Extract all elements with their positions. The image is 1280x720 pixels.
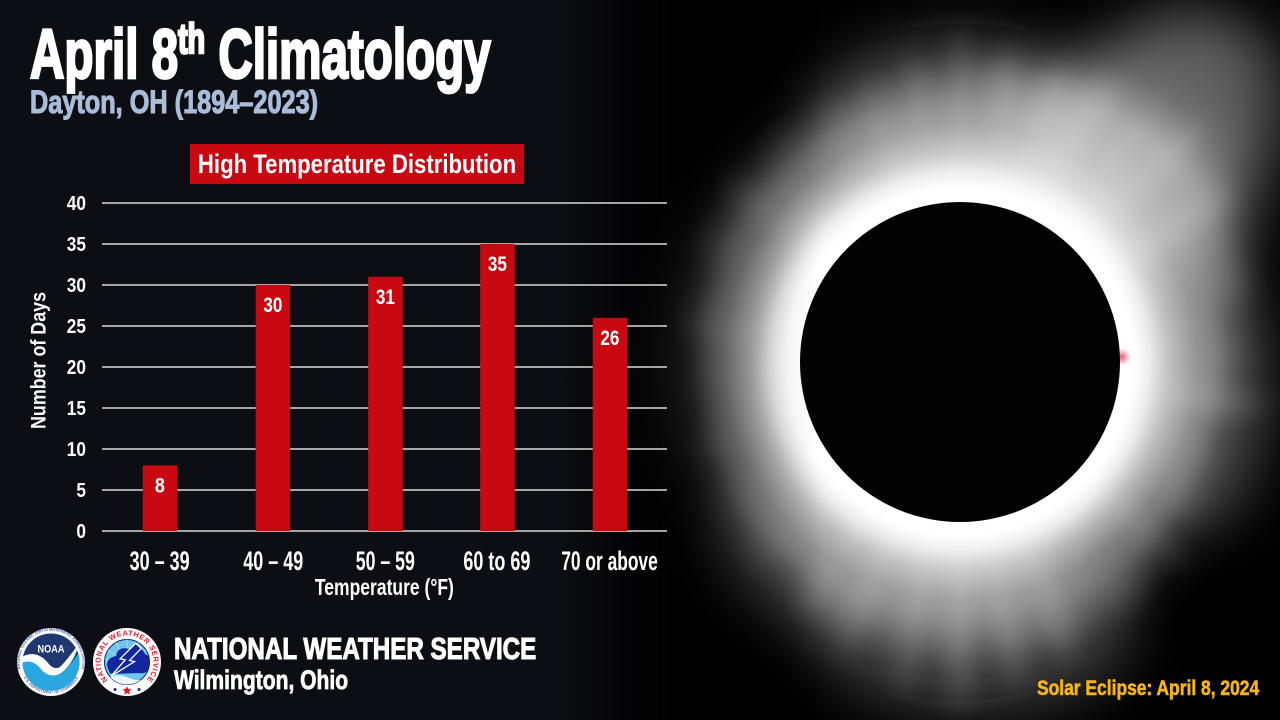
svg-text:50 – 59: 50 – 59 [356, 546, 415, 576]
svg-text:40: 40 [67, 192, 86, 215]
svg-text:30: 30 [263, 294, 282, 317]
svg-text:0: 0 [76, 520, 86, 543]
svg-text:35: 35 [67, 233, 86, 256]
svg-text:10: 10 [67, 438, 86, 461]
svg-text:Number of Days: Number of Days [28, 292, 51, 429]
svg-text:25: 25 [67, 315, 86, 338]
svg-text:8: 8 [155, 475, 165, 498]
svg-text:Temperature (°F): Temperature (°F) [315, 574, 454, 600]
svg-text:70 or above: 70 or above [561, 546, 658, 576]
svg-text:20: 20 [67, 356, 86, 379]
svg-text:15: 15 [67, 397, 86, 420]
svg-text:30: 30 [67, 274, 86, 297]
svg-text:30 – 39: 30 – 39 [130, 546, 190, 576]
svg-text:26: 26 [600, 327, 619, 350]
svg-text:35: 35 [488, 253, 507, 276]
svg-text:5: 5 [76, 479, 86, 502]
svg-text:40 – 49: 40 – 49 [243, 546, 303, 576]
svg-text:NOAA: NOAA [38, 644, 65, 656]
svg-text:60 to 69: 60 to 69 [463, 546, 530, 576]
svg-text:31: 31 [376, 286, 395, 309]
